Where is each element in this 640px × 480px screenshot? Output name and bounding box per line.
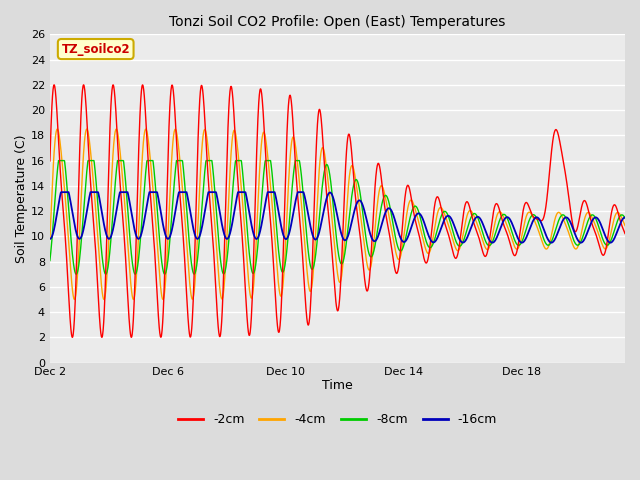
Legend: -2cm, -4cm, -8cm, -16cm: -2cm, -4cm, -8cm, -16cm [173,408,502,431]
Y-axis label: Soil Temperature (C): Soil Temperature (C) [15,134,28,263]
Title: Tonzi Soil CO2 Profile: Open (East) Temperatures: Tonzi Soil CO2 Profile: Open (East) Temp… [169,15,506,29]
X-axis label: Time: Time [322,379,353,392]
Text: TZ_soilco2: TZ_soilco2 [61,43,130,56]
